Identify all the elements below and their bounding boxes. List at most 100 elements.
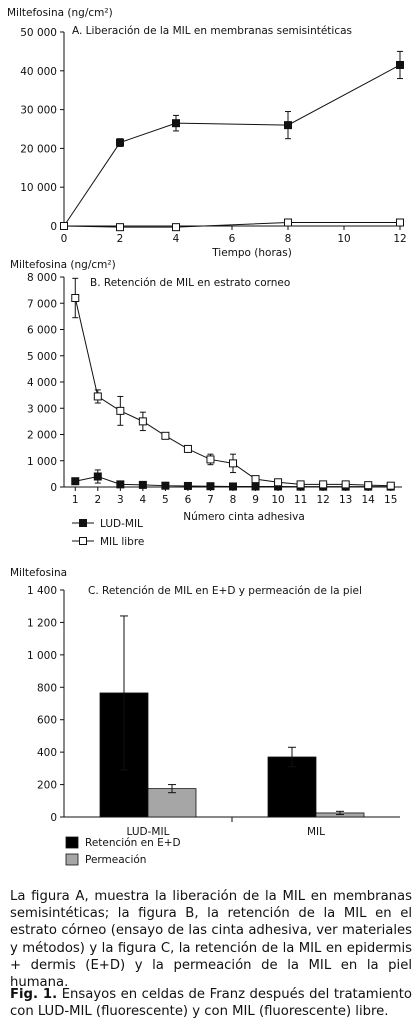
chart-b-series-lud-point <box>229 482 237 491</box>
chart-b-series-free-point <box>386 481 395 490</box>
chart-b-series-free-point <box>251 475 260 484</box>
chart-c-y-tick-label: 600 <box>37 715 57 727</box>
chart-a-x-tick-label: 8 <box>285 233 292 245</box>
chart-c-legend-label: Retención en E+D <box>85 837 181 849</box>
chart-b-x-tick-label: 5 <box>162 494 169 506</box>
chart-a-series-free-point <box>396 218 404 227</box>
chart-c-category-label: LUD-MIL <box>127 826 170 838</box>
chart-a-series-lud-point <box>396 60 404 69</box>
chart-b-y-tick-label: 0 <box>50 482 57 494</box>
chart-b-legend-marker <box>79 537 87 545</box>
chart-b-x-tick-label: 6 <box>185 494 192 506</box>
chart-b-series-free-point <box>364 481 373 490</box>
chart-b-series-lud-point <box>71 477 80 486</box>
chart-b-series-lud-point <box>183 481 192 490</box>
chart-b-y-tick-label: 5 000 <box>27 351 57 363</box>
chart-b-x-tick-label: 13 <box>339 494 352 506</box>
chart-a-series-lud-point <box>116 138 124 147</box>
chart-b-legend-marker <box>79 519 87 527</box>
chart-b-title: B. Retención de MIL en estrato corneo <box>90 277 290 289</box>
chart-b-y-tick-label: 1 000 <box>27 456 57 468</box>
chart-b-series-free-point <box>161 431 170 440</box>
chart-c-bar-permeation <box>147 788 197 818</box>
description-paragraph: La figura A, muestra la liberación de la… <box>10 889 412 991</box>
chart-b-series-free-point <box>183 444 192 453</box>
chart-b-x-tick-label: 2 <box>94 494 101 506</box>
chart-a-y-tick-label: 20 000 <box>20 143 57 155</box>
chart-b-series-free-point <box>93 392 102 401</box>
chart-a-series-free-point <box>60 222 68 230</box>
figure-label: Fig. 1. <box>10 987 58 1002</box>
chart-b-series-free-point <box>229 459 237 468</box>
chart-c-y-tick-label: 1 000 <box>27 650 57 662</box>
chart-b-y-tick-label: 7 000 <box>27 298 57 310</box>
chart-a-series-free-point <box>116 223 124 232</box>
chart-a-xlabel: Tiempo (horas) <box>211 247 292 259</box>
chart-b-series-lud-point <box>206 482 215 491</box>
chart-b-y-tick-label: 8 000 <box>27 272 57 284</box>
chart-b-x-tick-label: 14 <box>362 494 376 506</box>
chart-b-series-free-point <box>138 417 147 426</box>
chart-b-y-tick-label: 3 000 <box>27 403 57 415</box>
chart-b-ylabel: Miltefosina (ng/cm²) <box>10 259 116 271</box>
chart-a-y-tick-label: 50 000 <box>20 27 57 39</box>
charts-svg: Miltefosina (ng/cm²) A. Liberación de la … <box>7 7 407 866</box>
chart-c-y-tick-label: 0 <box>50 812 57 824</box>
chart-b-x-tick-label: 8 <box>230 494 237 506</box>
chart-a-y-tick-label: 0 <box>50 221 57 233</box>
chart-b-series-free-point <box>206 455 215 464</box>
chart-b-x-tick-label: 15 <box>384 494 397 506</box>
chart-b-legend-label: MIL libre <box>100 536 144 548</box>
chart-a-x-tick-label: 4 <box>173 233 180 245</box>
chart-b-x-tick-label: 9 <box>252 494 259 506</box>
chart-c-category-label: MIL <box>307 826 325 838</box>
chart-b-series-lud-point <box>93 472 102 481</box>
chart-c-legend-swatch <box>65 836 79 849</box>
chart-b-series-lud-point <box>161 481 170 490</box>
chart-b-x-tick-label: 1 <box>72 494 79 506</box>
figure-caption: Fig. 1. Ensayos en celdas de Franz despu… <box>10 986 412 1020</box>
chart-b-series-lud-point <box>138 480 147 489</box>
chart-c-legend-label: Permeación <box>85 854 146 866</box>
figure-caption-text: Ensayos en celdas de Franz después del t… <box>10 987 412 1020</box>
chart-b-legend-label: LUD-MIL <box>100 518 143 530</box>
chart-b-series-lud-point <box>251 482 260 491</box>
chart-b-series-free-point <box>296 480 305 489</box>
chart-b-x-tick-label: 4 <box>140 494 147 506</box>
chart-c-y-tick-label: 1 200 <box>27 617 57 629</box>
chart-b-x-tick-label: 10 <box>271 494 284 506</box>
chart-a-x-tick-label: 6 <box>229 233 236 245</box>
chart-a-y-tick-label: 30 000 <box>20 105 57 117</box>
chart-b-y-tick-label: 4 000 <box>27 377 57 389</box>
chart-a-x-tick-label: 2 <box>117 233 124 245</box>
chart-c-y-tick-label: 400 <box>37 747 57 759</box>
chart-b-series-free-point <box>341 480 350 489</box>
chart-c-ylabel: Miltefosina <box>10 567 67 579</box>
chart-a-title: A. Liberación de la MIL en membranas sem… <box>72 25 352 37</box>
chart-a-ylabel: Miltefosina (ng/cm²) <box>7 7 113 19</box>
chart-b-x-tick-label: 3 <box>117 494 124 506</box>
chart-a-x-tick-label: 10 <box>337 233 350 245</box>
chart-b-x-tick-label: 11 <box>294 494 307 506</box>
chart-a-y-tick-label: 10 000 <box>20 182 57 194</box>
chart-c-title: C. Retención de MIL en E+D y permeación … <box>88 585 362 597</box>
chart-b-series-free-point <box>319 480 328 489</box>
chart-c-y-tick-label: 800 <box>37 682 57 694</box>
chart-a-series-lud-point <box>172 119 180 128</box>
chart-a-y-tick-label: 40 000 <box>20 66 57 78</box>
chart-c-legend-swatch <box>65 853 79 866</box>
chart-b-y-tick-label: 2 000 <box>27 430 57 442</box>
chart-c-y-tick-label: 1 400 <box>27 585 57 597</box>
chart-b-series-free-point <box>274 478 283 487</box>
chart-a-x-tick-label: 0 <box>61 233 68 245</box>
chart-b-series-free-point <box>116 406 125 415</box>
chart-a-series-lud-point <box>284 121 292 130</box>
chart-b-x-tick-label: 12 <box>316 494 329 506</box>
chart-b-series-lud-point <box>116 480 125 489</box>
chart-b-series-free-point <box>71 294 80 302</box>
chart-a-x-tick-label: 12 <box>393 233 406 245</box>
chart-b-y-tick-label: 6 000 <box>27 325 57 337</box>
chart-a-series-free-point <box>284 218 292 227</box>
chart-a-series-free-point <box>172 223 180 232</box>
